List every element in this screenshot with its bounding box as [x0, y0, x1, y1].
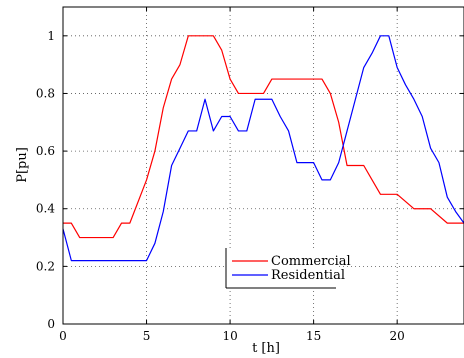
y-tick-label: 0.8 — [36, 86, 55, 100]
y-tick-label: 0.4 — [36, 202, 55, 216]
legend-label-residential: Residential — [271, 268, 345, 283]
x-tick-label: 0 — [59, 329, 67, 343]
legend-box — [226, 248, 336, 288]
y-axis-label: P[pu] — [15, 147, 30, 183]
tick-layer: 0 5 10 15 20 0 0.2 0.4 0.6 0.8 1 — [36, 7, 464, 343]
series-line-residential — [62, 35, 464, 262]
legend: Commercial Residential — [225, 248, 351, 289]
legend-label-commercial: Commercial — [271, 254, 351, 269]
x-tick-label: 15 — [306, 329, 321, 343]
plot-frame — [62, 6, 464, 325]
y-tick-label: 0.6 — [36, 144, 55, 158]
y-tick-label: 0.2 — [36, 259, 55, 273]
x-tick-label: 20 — [390, 329, 405, 343]
y-tick-label: 0 — [47, 317, 55, 331]
x-tick-label: 5 — [143, 329, 151, 343]
y-tick-label: 1 — [47, 29, 55, 43]
series-line-commercial — [63, 35, 464, 239]
series-layer — [62, 35, 464, 262]
x-tick-label: 10 — [222, 329, 237, 343]
x-axis-label: t [h] — [252, 341, 280, 356]
